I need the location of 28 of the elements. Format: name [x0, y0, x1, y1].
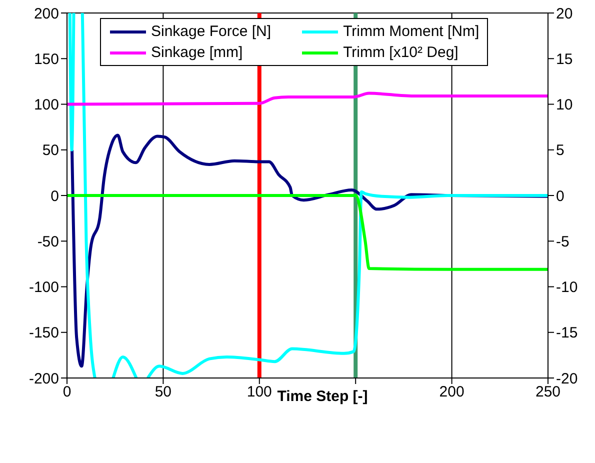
y2-tick-label: 15 [556, 50, 573, 68]
y-tick-label: 0 [50, 188, 59, 205]
y2-tick-label: 20 [556, 5, 573, 22]
y-tick-label: 150 [34, 50, 59, 68]
legend-label: Trimm Moment [Nm] [343, 23, 480, 40]
line-series [67, 194, 548, 271]
x-tick-label: 200 [439, 384, 464, 401]
line-series [67, 92, 548, 106]
x-tick-label: 100 [246, 384, 272, 401]
y-tick-label: -50 [37, 233, 59, 250]
legend-label: Sinkage Force [N] [151, 23, 272, 40]
y2-tick-label: 10 [556, 96, 573, 114]
y-tick-label: 50 [42, 142, 59, 160]
y-tick-label: -150 [28, 324, 59, 342]
y-tick-label: 200 [34, 5, 59, 22]
y2-tick-label: 5 [556, 142, 564, 160]
y-tick-label: 100 [34, 96, 59, 114]
y-tick-label: -100 [28, 279, 59, 296]
y-tick-label: -200 [28, 370, 59, 388]
legend-label: Trimm [x10² Deg] [343, 44, 458, 61]
legend-label: Sinkage [mm] [151, 44, 243, 61]
x-axis-title: Time Step [-] [277, 388, 368, 405]
y2-tick-label: -10 [556, 279, 578, 296]
x-tick-label: 50 [154, 384, 172, 401]
x-tick-label: 0 [62, 384, 72, 401]
y2-tick-label: -15 [556, 324, 578, 342]
y2-tick-label: -5 [556, 233, 570, 250]
y2-tick-label: 0 [556, 188, 564, 205]
